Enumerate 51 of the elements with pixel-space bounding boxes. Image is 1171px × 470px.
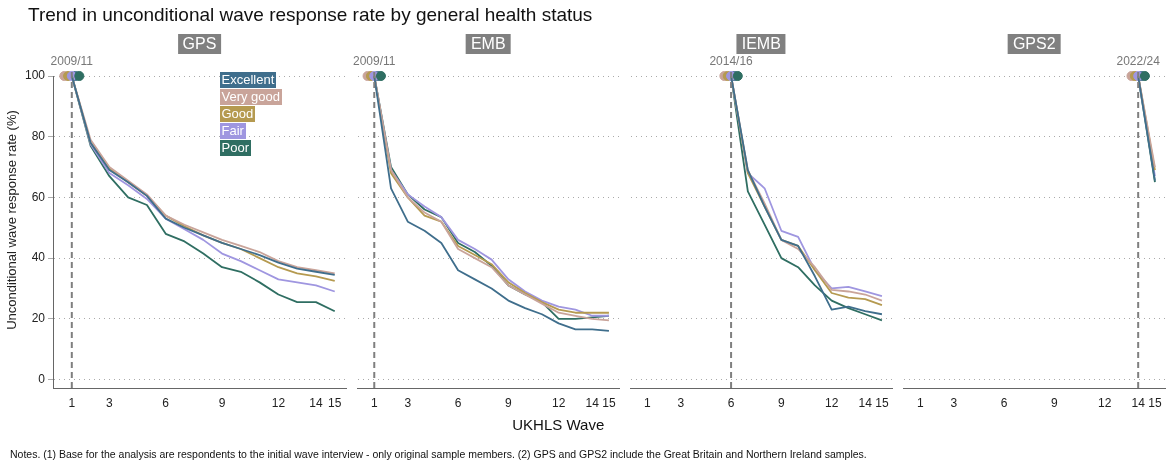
y-tick-label: 60 — [31, 189, 46, 204]
text: Poor — [219, 140, 251, 156]
x-tick-label: 12 — [824, 396, 839, 411]
chart-subtitle: EMB — [465, 34, 511, 54]
x-tick-label: 14 — [858, 396, 873, 411]
x-tick-label: 3 — [950, 396, 958, 411]
chart-subtitle: GPS2 — [1007, 34, 1061, 54]
x-tick-label: 12 — [1097, 396, 1112, 411]
x-tick-label: 6 — [454, 396, 462, 411]
text: Very good — [219, 89, 283, 105]
x-tick-label: 6 — [1000, 396, 1008, 411]
x-tick-label: 15 — [328, 396, 342, 411]
x-tick-label: 3 — [677, 396, 685, 411]
chart-subtitle: IEMB — [736, 34, 786, 54]
x-tick-label: 12 — [271, 396, 286, 411]
x-tick-label: 15 — [1148, 396, 1162, 411]
annotation: 2009/11 — [50, 54, 94, 69]
y-tick-label: 40 — [31, 250, 46, 265]
y-axis-title: Unconditional wave response rate (%) — [3, 110, 19, 330]
x-tick-label: 6 — [727, 396, 735, 411]
annotation: 2022/24 — [1116, 54, 1161, 69]
x-tick-label: 15 — [875, 396, 889, 411]
x-tick-label: 9 — [1051, 396, 1059, 411]
x-tick-label: 6 — [162, 396, 170, 411]
x-tick-label: 3 — [404, 396, 412, 411]
text: Fair — [219, 123, 246, 139]
x-tick-label: 9 — [778, 396, 786, 411]
x-axis-title: UKHLS Wave — [512, 416, 605, 433]
text: Excellent — [219, 72, 277, 88]
x-tick-label: 12 — [551, 396, 566, 411]
y-tick-label: 80 — [31, 129, 46, 144]
y-tick-label: 100 — [24, 68, 46, 83]
x-tick-label: 14 — [309, 396, 323, 411]
x-tick-label: 1 — [370, 396, 378, 411]
annotation: 2009/11 — [353, 54, 396, 69]
chart-subtitle: GPS — [177, 34, 222, 54]
x-tick-label: 15 — [602, 396, 616, 411]
x-tick-label: 1 — [916, 396, 924, 411]
x-tick-label: 1 — [643, 396, 651, 411]
chart-title: Trend in unconditional wave response rate by general health status — [28, 4, 593, 26]
text: Good — [219, 106, 256, 122]
x-tick-label: 9 — [218, 396, 226, 411]
y-tick-label: 20 — [31, 311, 46, 326]
x-tick-label: 1 — [68, 396, 76, 411]
x-tick-label: 14 — [585, 396, 600, 411]
x-tick-label: 14 — [1131, 396, 1146, 411]
x-tick-label: 3 — [106, 396, 114, 411]
annotation: 2014/16 — [709, 54, 754, 69]
x-tick-label: 9 — [505, 396, 513, 411]
text: Notes. (1) Base for the analysis are respondents to the initial wave interview - only original sample members. (2) GPS and GPS2 include the Great Britain and Northern Ireland samples. — [10, 448, 867, 460]
y-tick-label: 0 — [38, 371, 46, 386]
